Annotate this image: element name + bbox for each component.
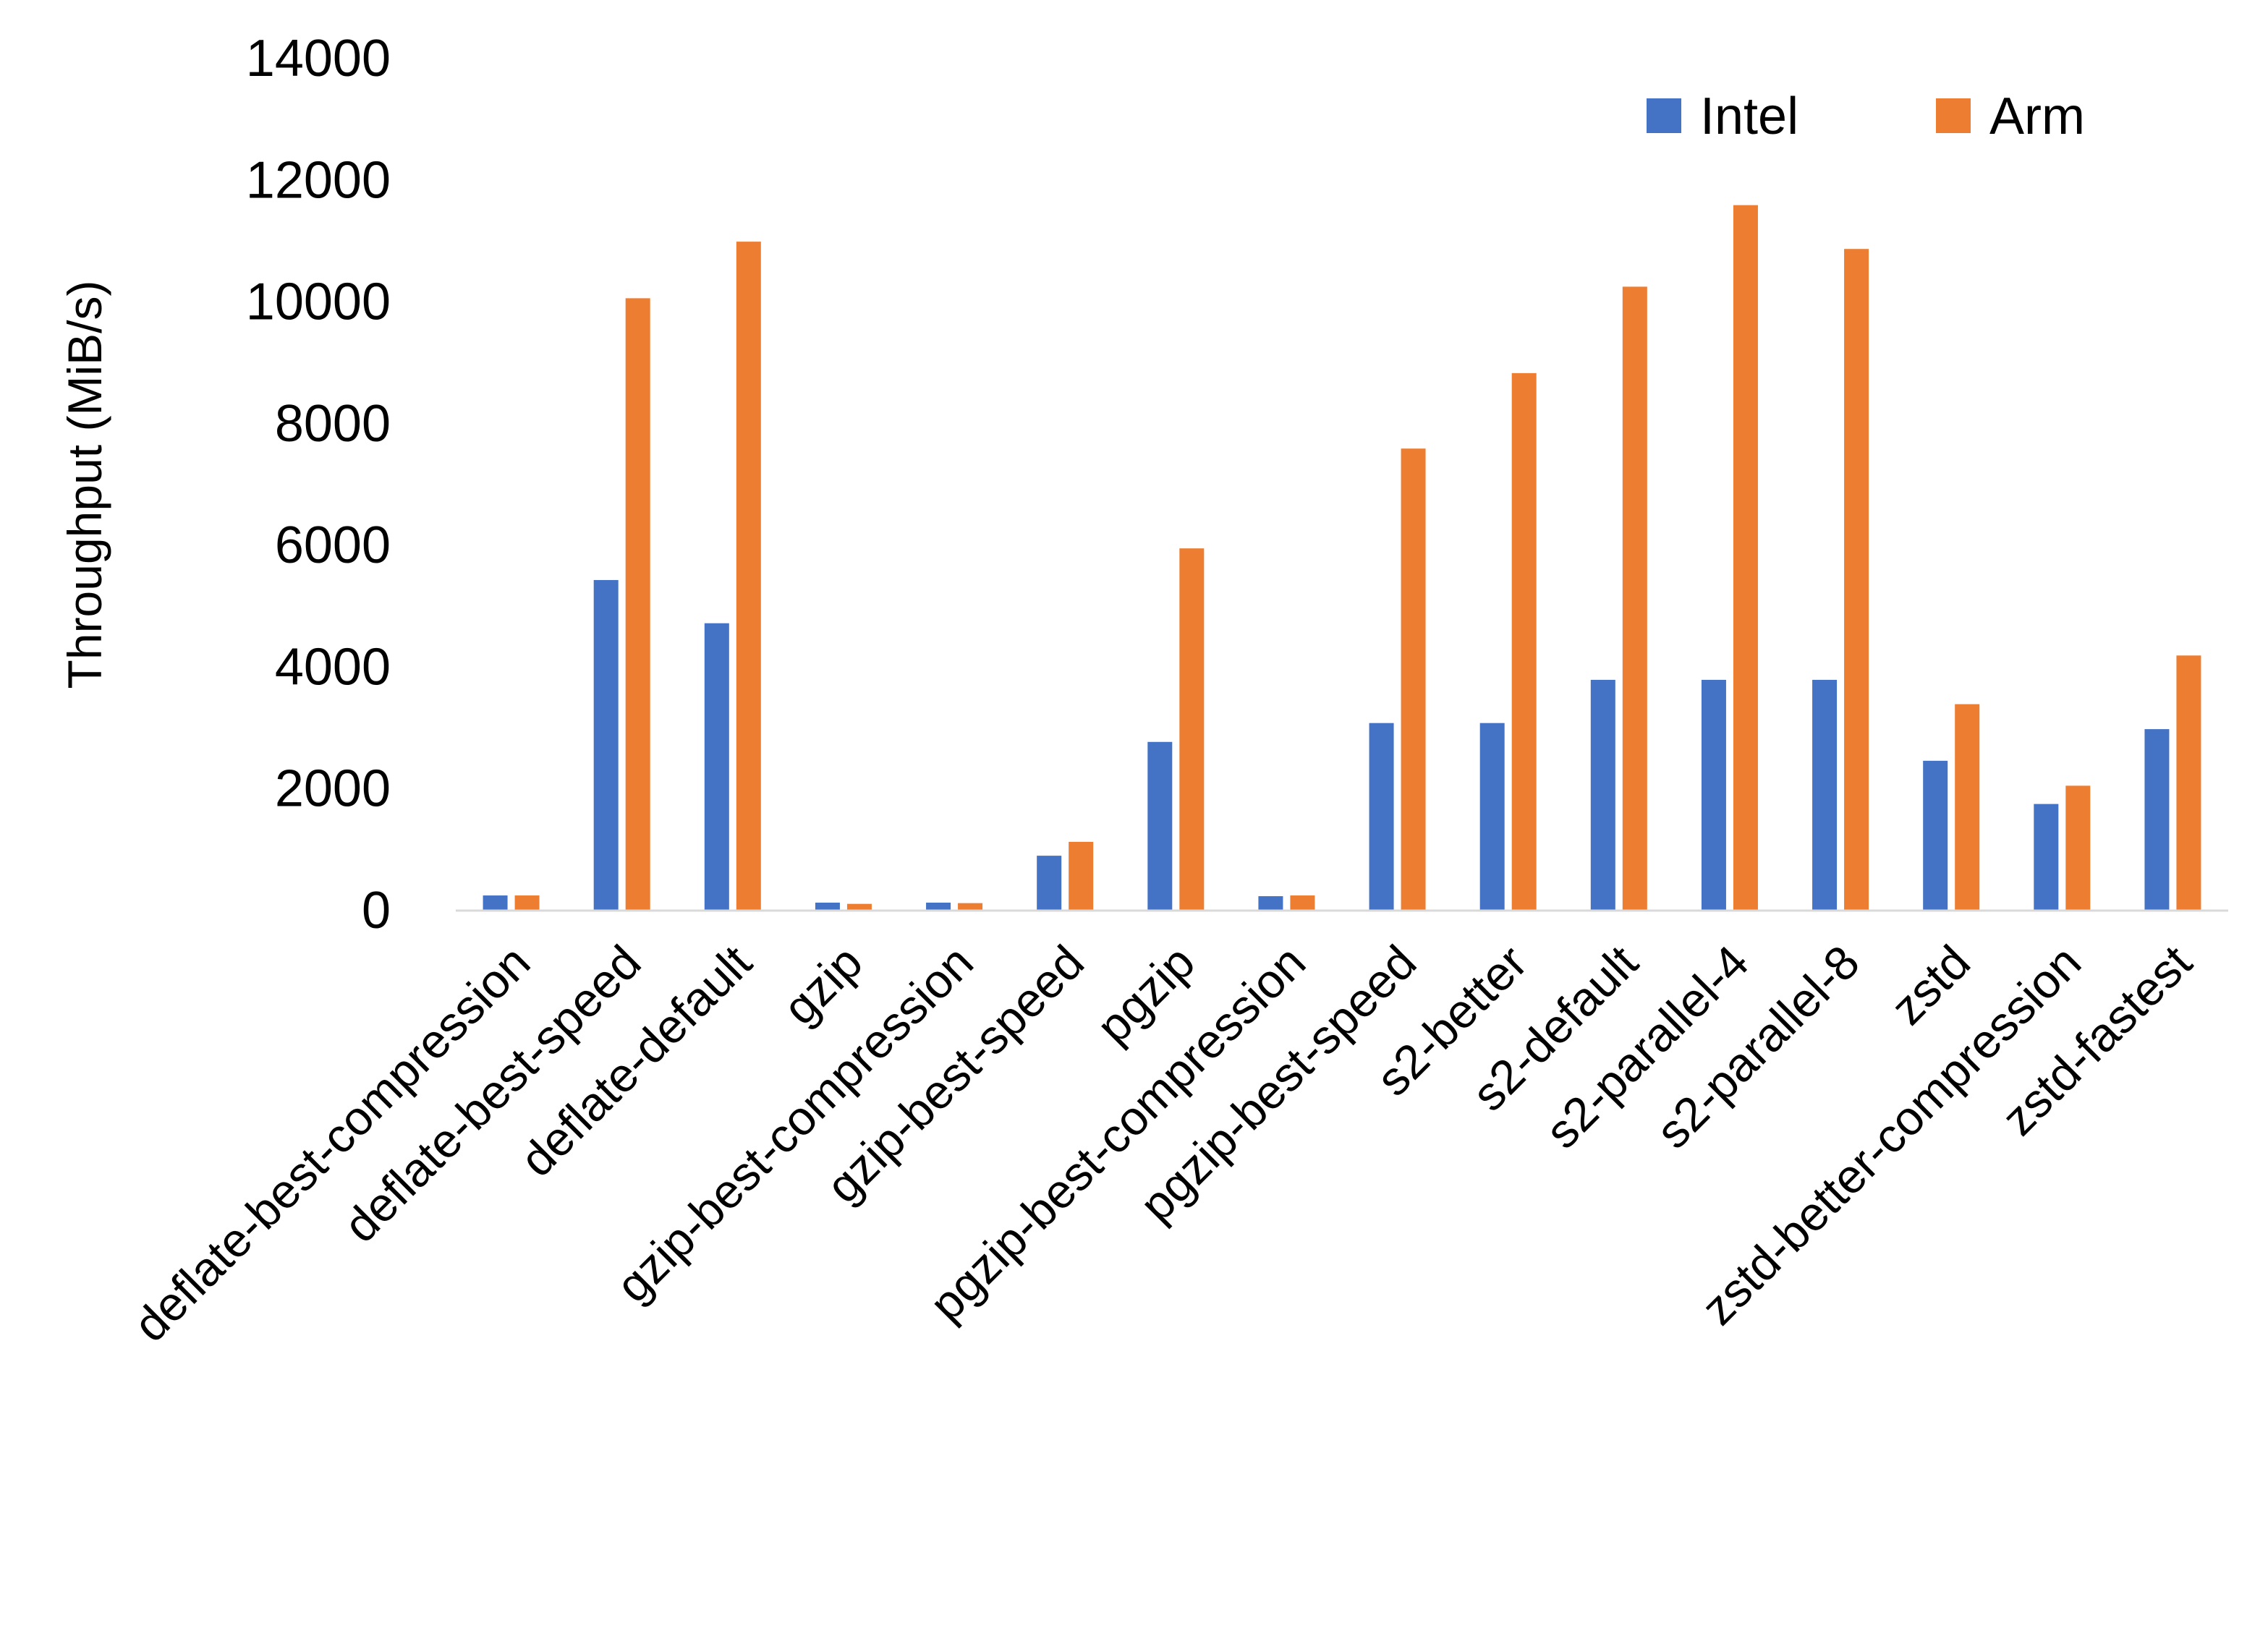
bar-intel-s2-default	[1590, 679, 1615, 910]
bar-arm-zstd-better-compression	[2065, 785, 2091, 910]
bar-intel-zstd-better-compression	[2034, 804, 2059, 910]
bar-arm-gzip	[846, 903, 872, 910]
bar-arm-gzip-best-speed	[1069, 841, 1094, 910]
bar-intel-gzip	[815, 902, 840, 910]
y-tick-label: 6000	[275, 516, 391, 574]
x-tick-label: zstd	[1880, 935, 1980, 1035]
bar-arm-pgzip	[1179, 548, 1205, 910]
bar-intel-pgzip-best-compression	[1258, 896, 1283, 910]
y-tick-label: 2000	[275, 760, 391, 818]
bar-intel-pgzip-best-speed	[1369, 723, 1394, 910]
bar-intel-s2-better	[1479, 723, 1505, 910]
bar-intel-deflate-default	[704, 623, 729, 910]
legend-swatch-intel	[1647, 98, 1681, 133]
y-axis-label: Throughput (MiB/s)	[58, 281, 111, 689]
legend-label-intel: Intel	[1700, 88, 1798, 145]
legend-swatch-arm	[1936, 98, 1971, 133]
bar-intel-zstd	[1923, 760, 1948, 910]
bar-arm-gzip-best-compression	[958, 903, 983, 910]
bar-intel-s2-parallel-4	[1701, 679, 1726, 910]
y-axis-ticks: 0 2000 4000 6000 8000 10000 12000 14000	[246, 30, 391, 940]
bar-arm-s2-better	[1511, 372, 1537, 910]
x-axis-category-labels: deflate-best-compressiondeflate-best-spe…	[123, 935, 2201, 1352]
bars	[483, 205, 2201, 911]
bar-arm-pgzip-best-compression	[1290, 895, 1315, 910]
bar-arm-zstd-fastest	[2176, 655, 2201, 910]
y-tick-label: 12000	[246, 151, 391, 209]
bar-arm-deflate-best-speed	[625, 298, 650, 911]
bar-arm-pgzip-best-speed	[1401, 448, 1426, 910]
bar-intel-zstd-fastest	[2144, 729, 2170, 910]
bar-arm-deflate-best-compression	[514, 895, 540, 910]
bar-intel-gzip-best-speed	[1037, 856, 1062, 910]
bar-arm-s2-default	[1622, 286, 1647, 910]
bar-arm-s2-parallel-4	[1733, 205, 1758, 910]
bar-arm-deflate-default	[736, 242, 761, 910]
y-tick-label: 4000	[275, 638, 391, 696]
y-tick-label: 14000	[246, 30, 391, 88]
y-tick-label: 10000	[246, 273, 391, 331]
bar-intel-deflate-best-compression	[483, 895, 508, 910]
bar-intel-gzip-best-compression	[926, 902, 951, 910]
x-tick-label: gzip	[773, 935, 872, 1035]
y-tick-label: 0	[362, 882, 391, 940]
bar-arm-zstd	[1955, 704, 1980, 910]
legend-label-arm: Arm	[1989, 88, 2085, 145]
bar-arm-s2-parallel-8	[1844, 249, 1869, 910]
bar-intel-deflate-best-speed	[593, 579, 619, 910]
bar-intel-pgzip	[1147, 741, 1173, 910]
legend: Intel Arm	[1647, 88, 2085, 145]
bar-intel-s2-parallel-8	[1812, 679, 1838, 910]
y-tick-label: 8000	[275, 395, 391, 453]
